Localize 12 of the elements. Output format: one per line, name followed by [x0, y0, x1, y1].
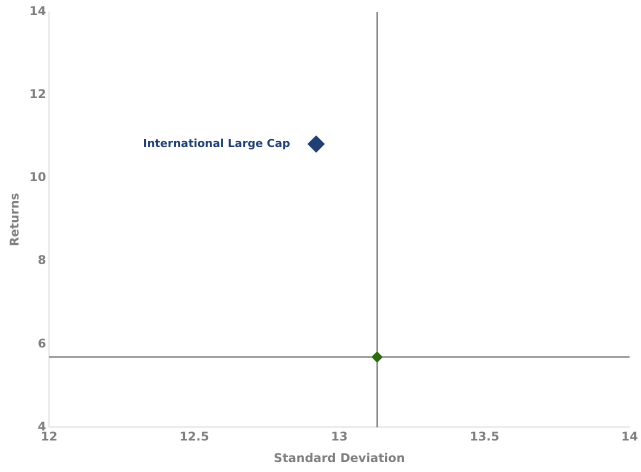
x-axis-title: Standard Deviation: [274, 450, 405, 465]
y-tick-label: 10: [29, 170, 46, 184]
x-tick-label: 13: [331, 430, 348, 444]
y-tick-label: 6: [38, 336, 46, 350]
y-tick-label: 8: [38, 253, 46, 268]
y-tick-label: 12: [29, 87, 46, 102]
x-tick-label: 12.5: [179, 430, 210, 444]
x-tick-label: 13.5: [470, 430, 500, 444]
y-tick-label: 14: [29, 4, 46, 18]
y-axis-title: Returns: [7, 192, 22, 246]
x-tick-label: 14: [621, 430, 638, 444]
series-label: International Large Cap: [142, 136, 290, 150]
